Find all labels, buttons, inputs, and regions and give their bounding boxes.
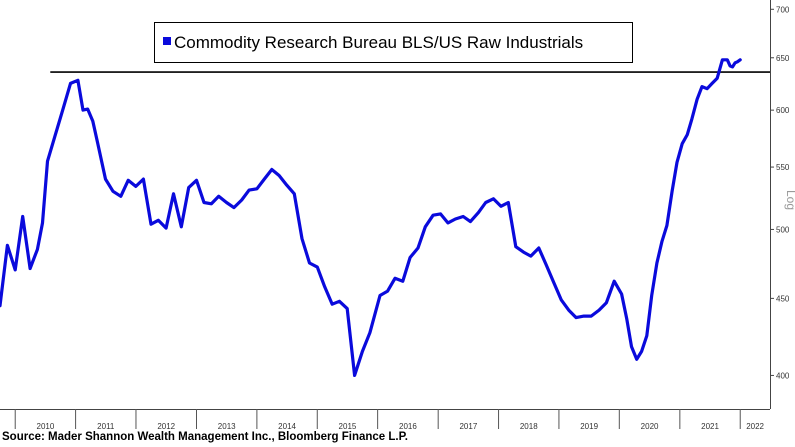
y-tick-label: 600 (776, 106, 790, 115)
legend-swatch (163, 37, 171, 45)
x-tick-label: 2015 (339, 422, 357, 431)
x-tick-label: 2021 (701, 422, 719, 431)
y-tick-label: 400 (776, 371, 790, 380)
y-tick-label: 550 (776, 163, 790, 172)
y-tick-label: 500 (776, 225, 790, 234)
x-tick-label: 2011 (97, 422, 115, 431)
y-axis-label: Log (784, 190, 795, 210)
x-tick-label: 2014 (278, 422, 296, 431)
x-tick-label: 2022 (746, 422, 764, 431)
x-tick-label: 2018 (520, 422, 538, 431)
x-axis: 2010 2011 2012 2013 2014 2015 2016 2017 2018 2019… (14, 409, 765, 431)
x-tick-label: 2013 (218, 422, 236, 431)
legend: Commodity Research Bureau BLS/US Raw Ind… (154, 22, 633, 63)
x-tick-label: 2020 (641, 422, 659, 431)
legend-entry: Commodity Research Bureau BLS/US Raw Ind… (174, 33, 583, 52)
y-axis: 400 450 500 550 600 650 700 (770, 5, 790, 380)
series-line-raw-industrials (0, 58, 742, 377)
y-tick-label: 650 (776, 54, 790, 63)
y-tick-label: 450 (776, 294, 790, 303)
y-tick-label: 700 (776, 5, 790, 14)
x-tick-label: 2017 (459, 422, 477, 431)
x-tick-label: 2010 (37, 422, 55, 431)
x-tick-label: 2019 (580, 422, 598, 431)
x-tick-label: 2012 (157, 422, 175, 431)
source-note: Source: Mader Shannon Wealth Management … (2, 431, 408, 443)
x-tick-label: 2016 (399, 422, 417, 431)
